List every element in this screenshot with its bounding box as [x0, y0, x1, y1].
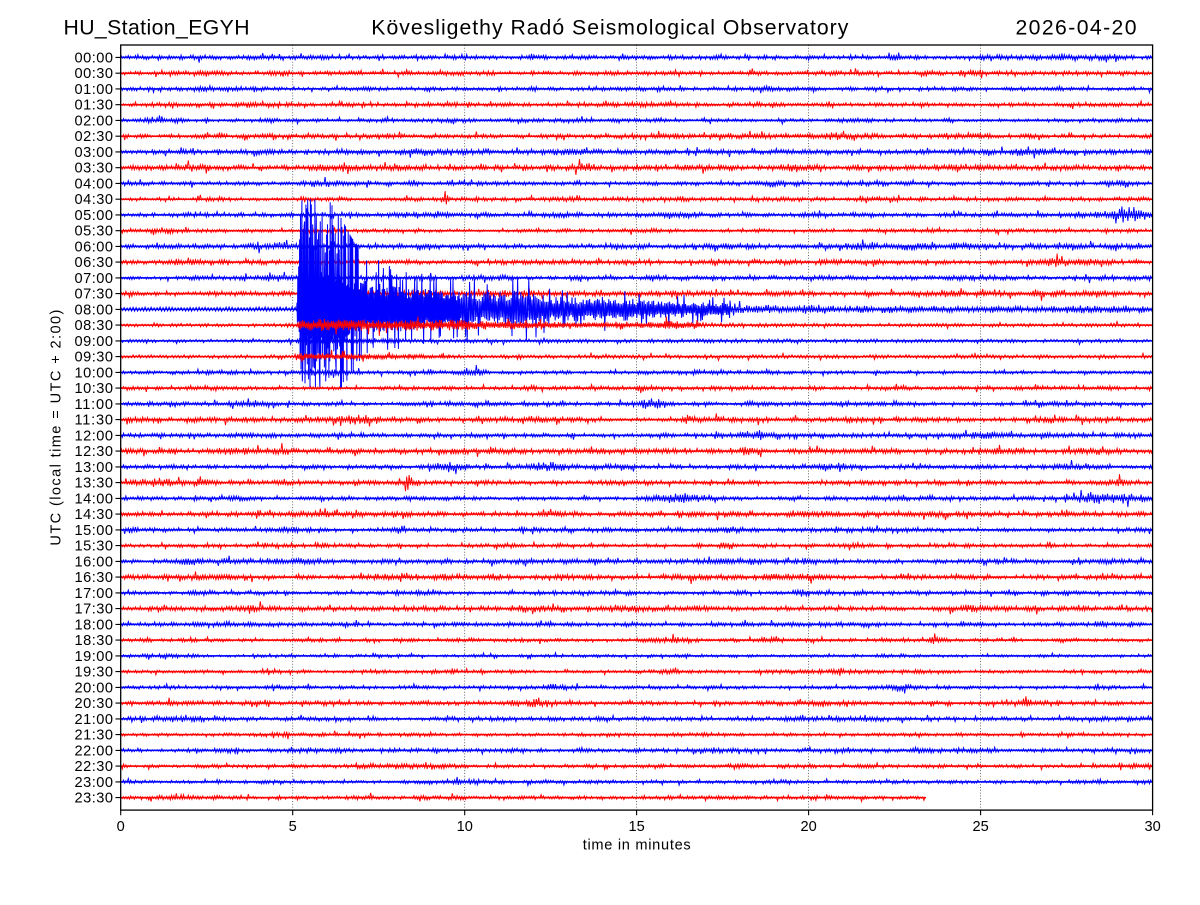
svg-text:19:00: 19:00: [75, 649, 114, 665]
svg-text:UTC (local time = UTC + 2:00): UTC (local time = UTC + 2:00): [49, 310, 65, 546]
svg-text:23:00: 23:00: [75, 775, 114, 791]
svg-text:02:00: 02:00: [75, 113, 114, 129]
svg-text:25: 25: [972, 819, 988, 835]
svg-text:20:00: 20:00: [75, 680, 114, 696]
svg-text:01:30: 01:30: [75, 98, 114, 114]
svg-text:05:00: 05:00: [75, 208, 114, 224]
svg-text:10:00: 10:00: [75, 365, 114, 381]
svg-text:17:30: 17:30: [75, 602, 114, 618]
svg-text:21:00: 21:00: [75, 712, 114, 728]
svg-text:22:00: 22:00: [75, 743, 114, 759]
svg-text:0: 0: [117, 819, 125, 835]
svg-text:15:30: 15:30: [75, 539, 114, 555]
svg-text:06:00: 06:00: [75, 239, 114, 255]
svg-text:18:00: 18:00: [75, 617, 114, 633]
svg-text:11:30: 11:30: [75, 413, 114, 429]
svg-text:10: 10: [457, 819, 473, 835]
svg-text:00:30: 00:30: [75, 66, 114, 82]
svg-text:15:00: 15:00: [75, 523, 114, 539]
svg-text:11:00: 11:00: [75, 397, 114, 413]
svg-text:15: 15: [628, 819, 644, 835]
svg-text:23:30: 23:30: [75, 791, 114, 807]
svg-text:06:30: 06:30: [75, 255, 114, 271]
svg-text:00:00: 00:00: [75, 50, 114, 66]
svg-text:16:00: 16:00: [75, 554, 114, 570]
svg-text:time in minutes: time in minutes: [583, 837, 691, 853]
svg-text:20: 20: [800, 819, 816, 835]
svg-text:09:30: 09:30: [75, 350, 114, 366]
svg-text:04:00: 04:00: [75, 176, 114, 192]
svg-text:03:30: 03:30: [75, 161, 114, 177]
svg-text:22:30: 22:30: [75, 759, 114, 775]
svg-text:12:30: 12:30: [75, 444, 114, 460]
svg-text:10:30: 10:30: [75, 381, 114, 397]
svg-text:HU_Station_EGYH: HU_Station_EGYH: [64, 17, 250, 40]
svg-text:30: 30: [1144, 819, 1160, 835]
svg-text:07:30: 07:30: [75, 287, 114, 303]
svg-text:07:00: 07:00: [75, 271, 114, 287]
svg-text:04:30: 04:30: [75, 192, 114, 208]
svg-text:20:30: 20:30: [75, 696, 114, 712]
svg-text:09:00: 09:00: [75, 334, 114, 350]
svg-text:14:00: 14:00: [75, 491, 114, 507]
svg-text:01:00: 01:00: [75, 82, 114, 98]
svg-text:5: 5: [289, 819, 297, 835]
svg-text:13:00: 13:00: [75, 460, 114, 476]
svg-text:12:00: 12:00: [75, 428, 114, 444]
svg-text:14:30: 14:30: [75, 507, 114, 523]
svg-text:17:00: 17:00: [75, 586, 114, 602]
svg-text:05:30: 05:30: [75, 224, 114, 240]
svg-text:19:30: 19:30: [75, 665, 114, 681]
svg-text:18:30: 18:30: [75, 633, 114, 649]
svg-text:13:30: 13:30: [75, 476, 114, 492]
svg-text:02:30: 02:30: [75, 129, 114, 145]
svg-text:08:30: 08:30: [75, 318, 114, 334]
svg-text:08:00: 08:00: [75, 302, 114, 318]
svg-text:16:30: 16:30: [75, 570, 114, 586]
svg-text:03:00: 03:00: [75, 145, 114, 161]
svg-text:2026-04-20: 2026-04-20: [1016, 17, 1137, 40]
svg-text:21:30: 21:30: [75, 728, 114, 744]
svg-text:Kövesligethy Radó Seismologica: Kövesligethy Radó Seismological Observat…: [371, 17, 848, 40]
